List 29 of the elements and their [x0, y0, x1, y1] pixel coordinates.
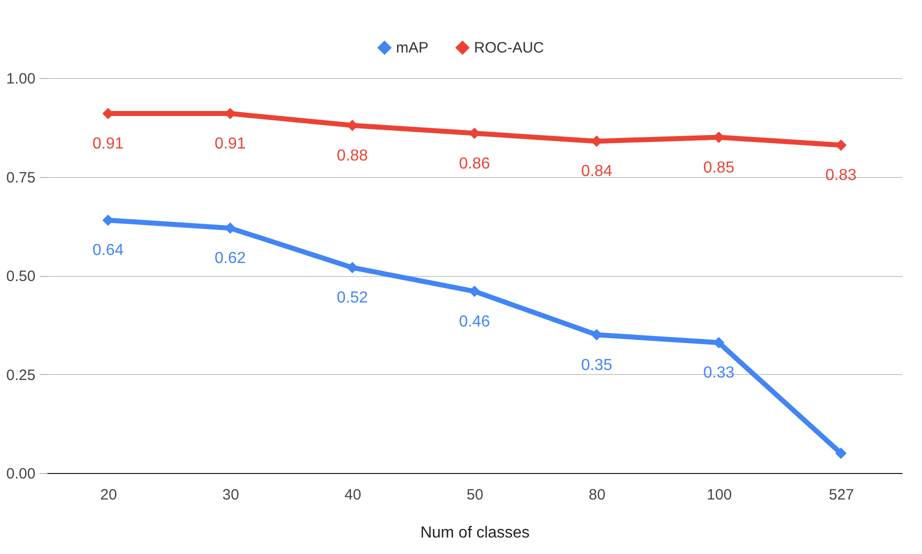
- data-label: 0.91: [92, 136, 124, 153]
- x-tick-label: 100: [706, 486, 732, 504]
- data-label: 0.85: [703, 159, 734, 176]
- data-label: 0.88: [336, 147, 368, 164]
- legend-label: mAP: [396, 40, 429, 57]
- data-label: 0.52: [336, 290, 368, 307]
- y-tick-label: 0.50: [6, 268, 36, 285]
- data-label: 0.35: [581, 356, 612, 374]
- data-label: 0.33: [703, 364, 734, 382]
- x-tick-label: 80: [588, 486, 606, 504]
- data-label: 0.84: [581, 163, 612, 180]
- y-tick-label: 0.25: [6, 366, 36, 384]
- x-tick-label: 40: [344, 486, 362, 504]
- point: [835, 448, 847, 459]
- data-label: 0.64: [92, 242, 124, 260]
- data-label: 0.83: [825, 167, 857, 184]
- y-tick-label: 1.00: [6, 70, 36, 88]
- data-label: 0.46: [458, 313, 490, 330]
- data-label: 0.91: [214, 136, 246, 153]
- y-tick-label: 0.00: [6, 466, 36, 482]
- x-tick-label: 527: [828, 486, 854, 504]
- data-label: 0.86: [458, 155, 490, 172]
- y-tick-label: 0.75: [6, 169, 36, 186]
- x-tick-label: 20: [100, 486, 117, 504]
- data-label: 0.62: [214, 250, 246, 268]
- x-tick-label: 30: [222, 486, 240, 504]
- legend-label: ROC-AUC: [474, 40, 544, 57]
- x-axis-title: Num of classes: [420, 524, 530, 542]
- x-tick-label: 50: [466, 486, 484, 504]
